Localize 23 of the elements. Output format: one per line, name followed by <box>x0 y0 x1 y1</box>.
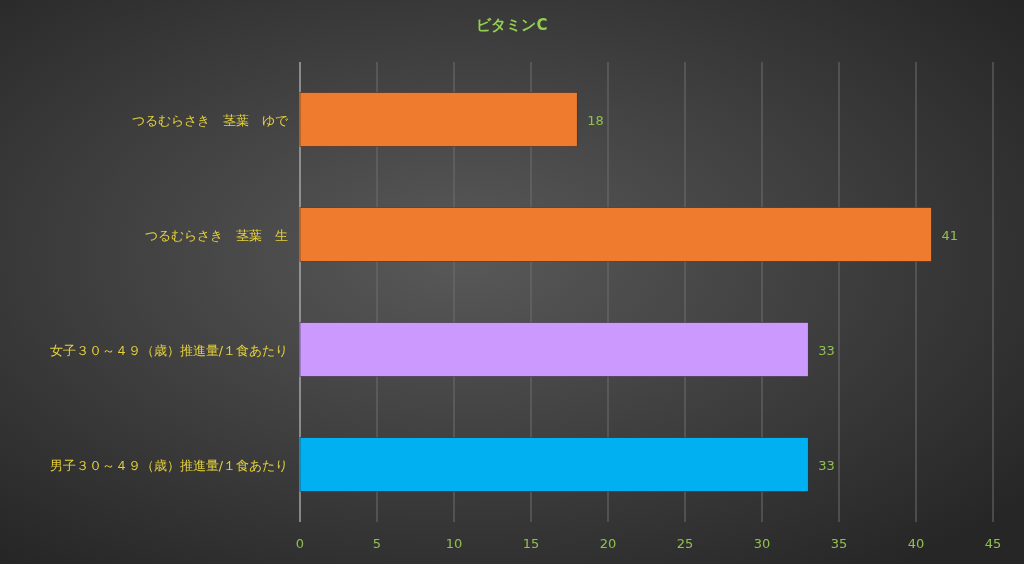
data-label: 18 <box>587 112 604 128</box>
x-tick-label: 20 <box>599 536 617 551</box>
bar <box>299 322 809 377</box>
x-tick-label: 5 <box>372 536 382 551</box>
bar <box>299 207 932 262</box>
data-label: 41 <box>941 227 958 243</box>
y-tick-label: 男子３０～４９（歳）推進量/１食あたり <box>49 457 288 473</box>
bar <box>299 92 578 147</box>
y-tick-label: つるむらさき 茎葉 ゆで <box>132 112 289 128</box>
x-tick-label: 40 <box>907 536 925 551</box>
y-tick-label: つるむらさき 茎葉 生 <box>145 227 288 243</box>
data-label: 33 <box>818 457 835 473</box>
x-tick-label: 30 <box>753 536 771 551</box>
x-tick-label: 10 <box>445 536 463 551</box>
x-tick-label: 45 <box>984 536 1002 551</box>
data-label: 33 <box>818 342 835 358</box>
chart-title: ビタミンC <box>476 16 548 34</box>
y-tick-label: 女子３０～４９（歳）推進量/１食あたり <box>49 342 288 358</box>
x-tick-label: 35 <box>830 536 848 551</box>
x-tick-label: 15 <box>522 536 540 551</box>
bar <box>299 437 809 492</box>
x-tick-label: 25 <box>676 536 694 551</box>
x-tick-label: 0 <box>295 536 305 551</box>
